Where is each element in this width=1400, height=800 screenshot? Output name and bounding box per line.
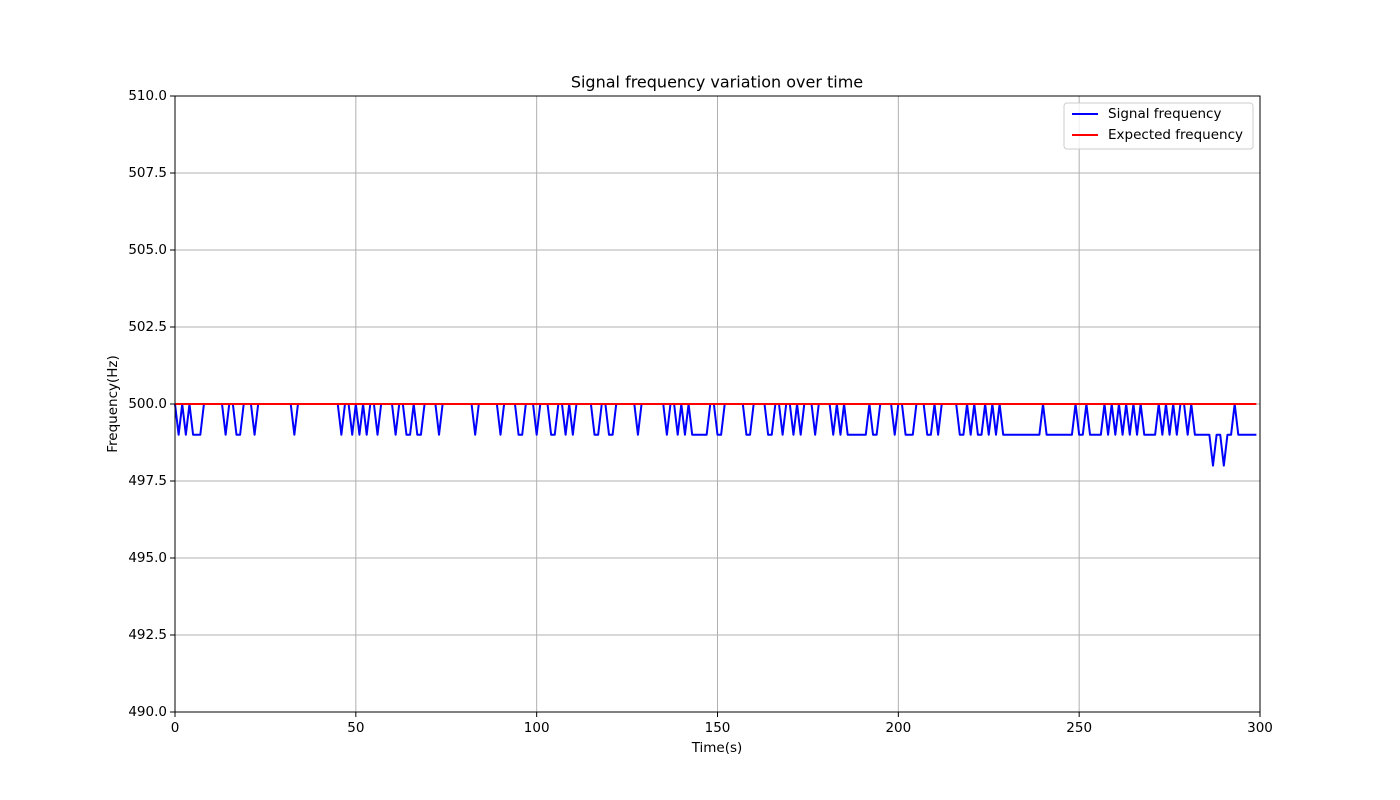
x-tick-label: 300 (1247, 720, 1273, 736)
x-tick-label: 0 (171, 720, 180, 736)
y-tick-label: 495.0 (128, 550, 167, 566)
chart-title: Signal frequency variation over time (571, 73, 863, 92)
y-tick-label: 507.5 (128, 165, 167, 181)
y-tick-label: 500.0 (128, 396, 167, 412)
y-tick-label: 502.5 (128, 319, 167, 335)
y-tick-label: 492.5 (128, 627, 167, 643)
x-tick-label: 150 (705, 720, 731, 736)
y-tick-label: 505.0 (128, 242, 167, 258)
legend-label: Expected frequency (1108, 127, 1243, 143)
y-tick-label: 490.0 (128, 704, 167, 720)
legend-label: Signal frequency (1108, 106, 1221, 122)
y-tick-label: 497.5 (128, 473, 167, 489)
series-line (174, 403, 1257, 467)
x-tick-label: 200 (885, 720, 911, 736)
x-tick-label: 100 (524, 720, 550, 736)
x-tick-label: 50 (347, 720, 364, 736)
axes-frame (174, 95, 1261, 713)
legend-box (1063, 102, 1254, 150)
y-tick-label: 510.0 (128, 88, 167, 104)
x-tick-label: 250 (1066, 720, 1092, 736)
y-axis-label: Frequency(Hz) (105, 355, 121, 453)
x-axis-label: Time(s) (691, 740, 743, 756)
